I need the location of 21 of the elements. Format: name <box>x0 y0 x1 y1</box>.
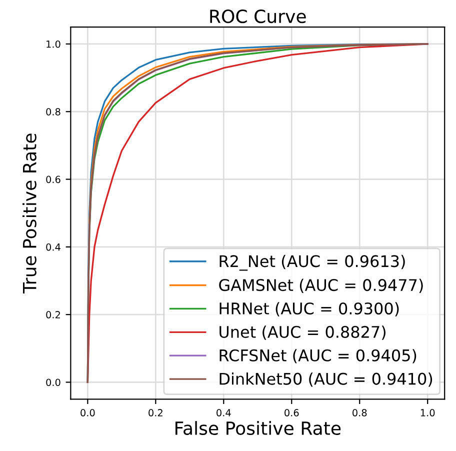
legend-label: Unet (AUC = 0.8827) <box>220 326 386 340</box>
x-tick-label: 1.0 <box>420 409 435 416</box>
y-tick-label: 0.0 <box>46 378 60 386</box>
x-axis-title: False Positive Rate <box>176 421 341 436</box>
legend-label: DinkNet50 (AUC = 0.9410) <box>220 372 432 387</box>
x-tick-label: 0.2 <box>148 409 162 416</box>
x-tick-label: 0.0 <box>80 409 95 416</box>
x-tick-label: 0.8 <box>352 409 367 416</box>
legend-label: R2_Net (AUC = 0.9613) <box>220 254 405 271</box>
legend-label: RCFSNet (AUC = 0.9405) <box>220 349 416 364</box>
y-tick-label: 0.4 <box>46 243 60 251</box>
y-tick-label: 0.6 <box>46 176 60 184</box>
x-tick-label: 0.6 <box>284 409 299 416</box>
y-axis-title: True Positive Rate <box>22 134 36 294</box>
y-tick-label: 0.2 <box>46 311 60 318</box>
y-tick-label: 1.0 <box>46 40 60 48</box>
legend-label: HRNet (AUC = 0.9300) <box>220 302 399 316</box>
legend-label: GAMSNet (AUC = 0.9477) <box>219 278 423 293</box>
y-tick-label: 0.8 <box>46 108 60 116</box>
chart-title: ROC Curve <box>210 9 306 24</box>
x-tick-label: 0.4 <box>216 409 231 416</box>
